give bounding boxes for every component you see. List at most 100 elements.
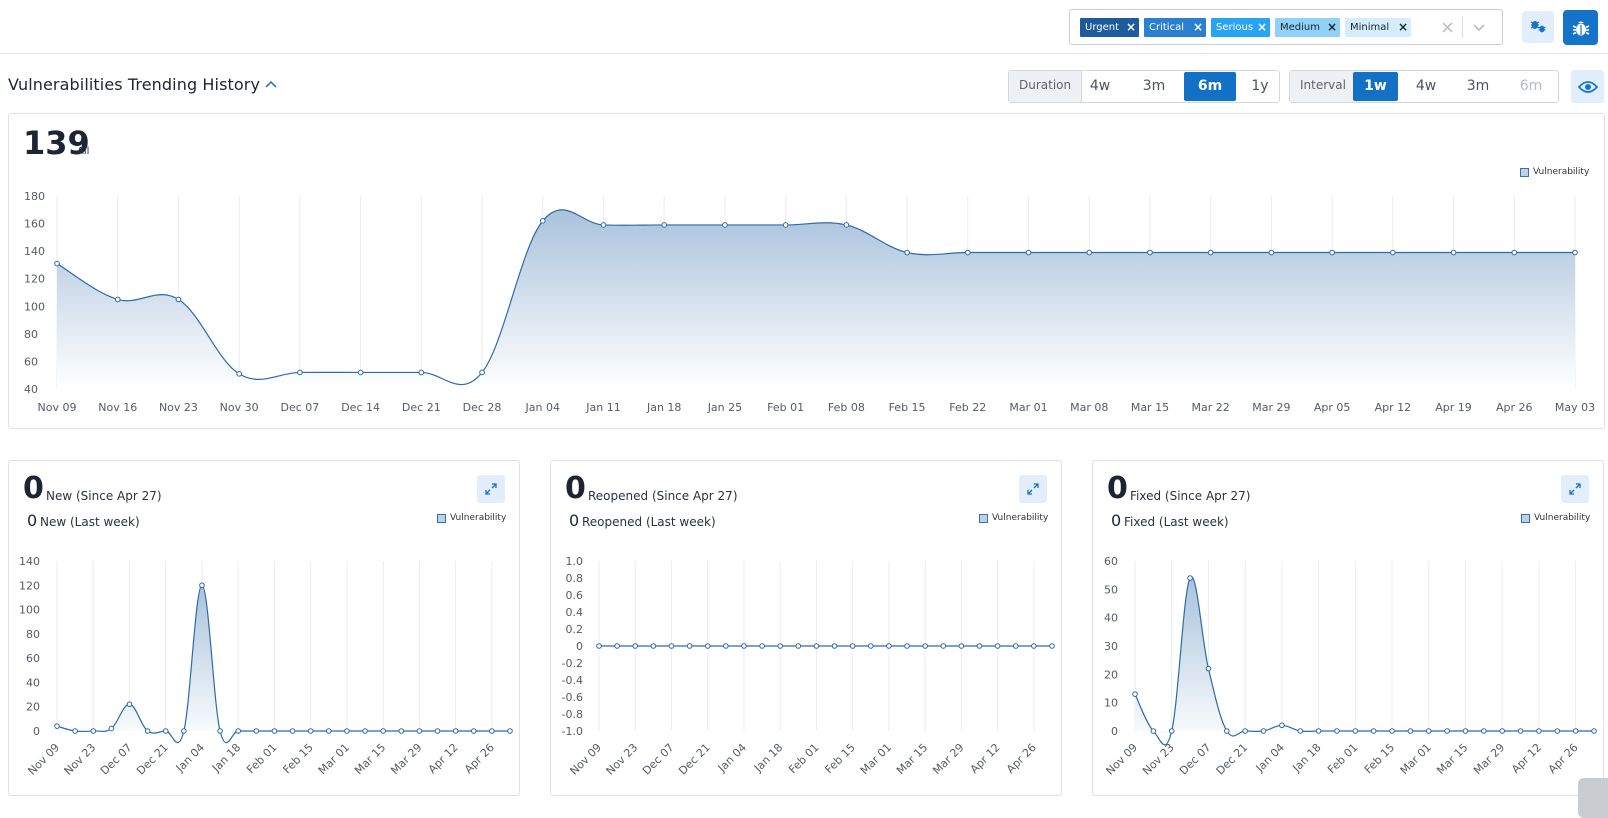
data-point (507, 728, 513, 734)
settings-gear-button[interactable] (1578, 778, 1608, 818)
clear-x-icon[interactable]: × (1440, 17, 1456, 38)
severity-filter[interactable]: Urgent × Critical × Serious × Medium × M… (1069, 9, 1503, 45)
y-tick-label: 0 (576, 640, 583, 653)
duration-option-4w[interactable]: 4w (1089, 78, 1111, 94)
x-tick-label: Feb 15 (889, 401, 926, 414)
reopened-last-week-label: Reopened (Last week) (582, 515, 716, 529)
data-point (114, 296, 121, 303)
data-point (1205, 665, 1212, 672)
x-tick-label: Nov 23 (159, 401, 198, 414)
data-point (199, 582, 205, 589)
x-tick-label: Apr 05 (1314, 401, 1351, 414)
expand-button[interactable] (1561, 475, 1589, 503)
remove-chip-icon[interactable]: × (1326, 20, 1337, 34)
severity-chip-urgent[interactable]: Urgent × (1080, 18, 1139, 37)
data-point (1279, 722, 1285, 729)
data-point (1481, 728, 1487, 734)
x-tick-label: Feb 01 (767, 401, 804, 414)
bugs-icon (1530, 21, 1546, 33)
fixed-last-week-count: 0 (1111, 511, 1122, 530)
reopened-count-label: Reopened (Since Apr 27) (588, 489, 738, 503)
x-tick-label: Apr 12 (426, 741, 461, 776)
x-tick-label: Mar 08 (1070, 401, 1108, 414)
data-point (108, 725, 115, 732)
total-label: All (77, 146, 90, 157)
interval-option-4w[interactable]: 4w (1415, 78, 1437, 94)
chip-label: Minimal (1350, 22, 1390, 33)
data-point (1268, 249, 1275, 256)
data-point (357, 369, 364, 376)
data-point (1187, 575, 1193, 581)
chip-label: Serious (1216, 22, 1254, 33)
severity-chip-serious[interactable]: Serious × (1211, 18, 1270, 37)
data-point (1462, 728, 1469, 734)
interval-option-3m[interactable]: 3m (1466, 78, 1490, 94)
chevron-up-icon[interactable] (265, 80, 277, 90)
data-point (813, 643, 820, 649)
reopened-vulnerabilities-chart: 1.0 0.8 0.6 0.4 0.2 0 -0.2 -0.4 -0.6 -0.8 -1.0 Nov … (562, 555, 1055, 778)
data-point (1390, 249, 1396, 256)
chevron-down-icon[interactable] (1470, 18, 1488, 36)
data-point (1572, 249, 1578, 256)
x-tick-label: Dec 21 (402, 401, 441, 414)
y-tick-label: -0.2 (562, 657, 583, 670)
new-count-label: New (Since Apr 27) (46, 489, 162, 503)
x-tick-label: Mar 29 (388, 741, 424, 777)
data-point (398, 728, 405, 734)
duration-option-3m[interactable]: 3m (1142, 78, 1166, 94)
remove-chip-icon[interactable]: × (1192, 20, 1203, 34)
y-tick-label: 0.4 (566, 606, 584, 619)
severity-chip-medium[interactable]: Medium × (1275, 18, 1340, 37)
severity-chip-minimal[interactable]: Minimal × (1345, 18, 1411, 37)
expand-icon (485, 483, 497, 495)
duration-option-1y[interactable]: 1y (1251, 78, 1269, 94)
data-point (326, 728, 332, 734)
data-point (1591, 728, 1597, 734)
remove-chip-icon[interactable]: × (1397, 20, 1408, 34)
data-point (1150, 728, 1157, 734)
x-tick-label: Nov 23 (1140, 741, 1177, 778)
data-point (54, 723, 60, 729)
x-tick-label: Jan 25 (707, 401, 742, 414)
x-tick-label: Dec 07 (640, 741, 677, 778)
chip-label: Urgent (1085, 22, 1120, 33)
data-point (1517, 728, 1524, 734)
data-point (1511, 249, 1518, 256)
interval-option-1w[interactable]: 1w (1353, 72, 1398, 101)
x-tick-label: Mar 15 (1131, 401, 1169, 414)
data-point (994, 643, 1001, 649)
y-tick-label: 0.8 (566, 572, 584, 585)
data-point (940, 643, 947, 649)
bug-button[interactable] (1563, 10, 1598, 45)
data-point (126, 701, 133, 708)
y-tick-label: 1.0 (566, 555, 584, 568)
bugs-button[interactable] (1522, 11, 1554, 43)
data-point (253, 728, 260, 734)
x-tick-label: Dec 21 (1214, 741, 1251, 778)
y-tick-label: 10 (1104, 697, 1118, 710)
visibility-button[interactable] (1571, 70, 1604, 103)
expand-button[interactable] (477, 475, 505, 503)
x-tick-label: Apr 26 (462, 741, 497, 776)
duration-option-6m[interactable]: 6m (1184, 72, 1236, 101)
data-point (668, 643, 675, 649)
y-tick-label: 60 (1104, 555, 1118, 568)
data-point (236, 371, 242, 377)
expand-button[interactable] (1019, 475, 1047, 503)
data-point (307, 728, 314, 734)
x-tick-label: Nov 09 (25, 741, 62, 778)
data-point (1329, 249, 1335, 256)
new-count: 0 (23, 471, 44, 506)
data-point (271, 728, 278, 734)
x-tick-label: Jan 18 (751, 741, 785, 775)
total-count: 139 (23, 124, 90, 162)
y-tick-label: 50 (1104, 583, 1118, 596)
x-tick-label: Jan 18 (1289, 741, 1323, 775)
chart-legend: Vulnerability (1520, 167, 1589, 177)
data-point (723, 643, 729, 649)
data-point (297, 369, 303, 376)
remove-chip-icon[interactable]: × (1256, 20, 1267, 34)
severity-chip-critical[interactable]: Critical × (1144, 18, 1206, 37)
x-tick-label: Apr 19 (1435, 401, 1472, 414)
remove-chip-icon[interactable]: × (1125, 20, 1136, 34)
